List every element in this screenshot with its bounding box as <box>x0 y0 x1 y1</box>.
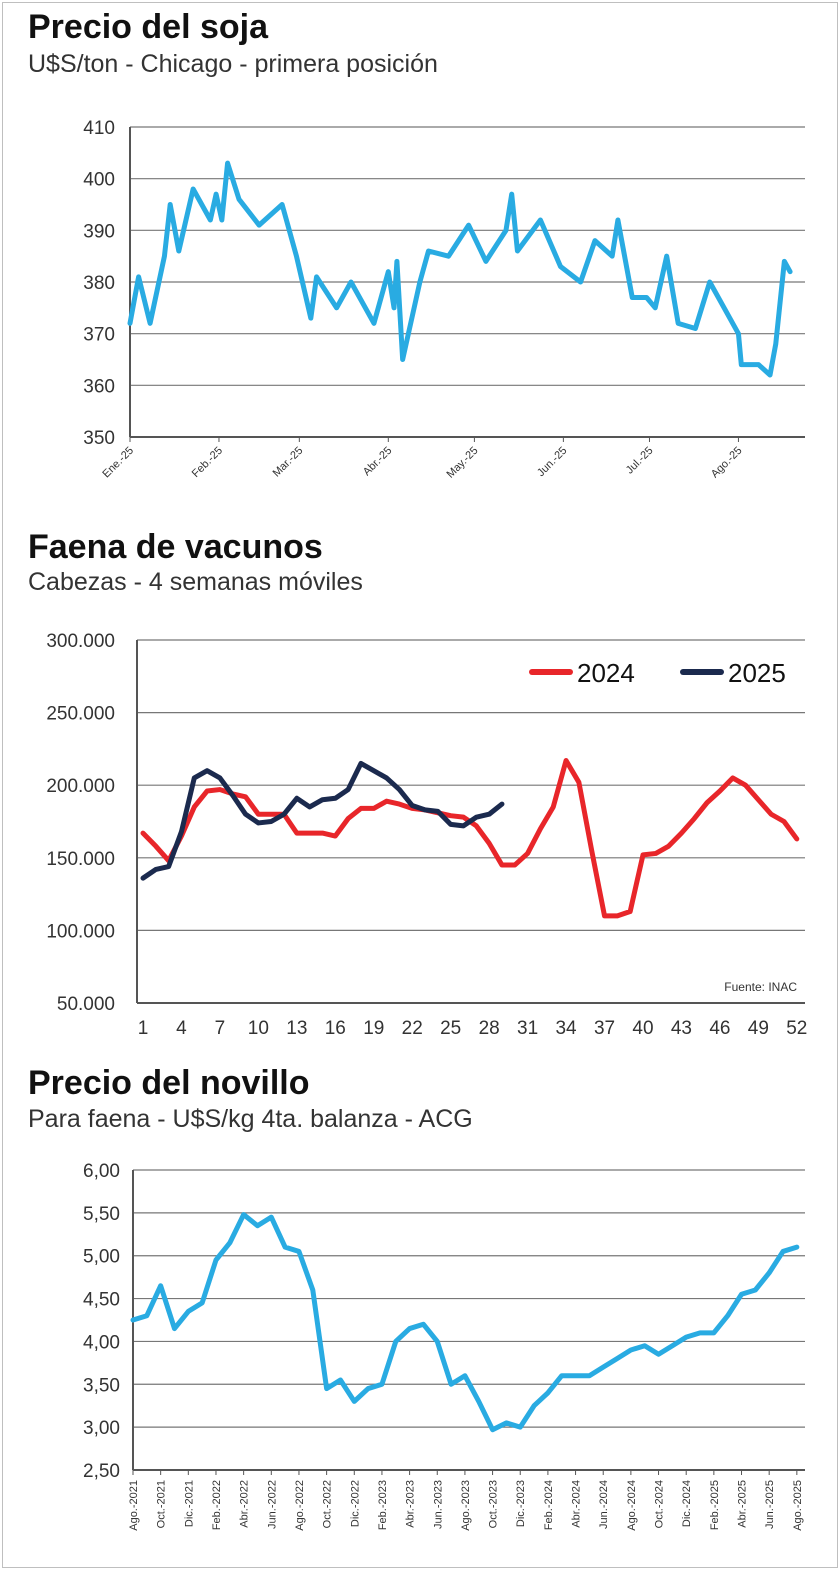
faena-x-tick-label: 10 <box>248 1018 269 1039</box>
faena-x-tick-label: 46 <box>709 1018 730 1039</box>
soja-x-tick-label: Jul.-25 <box>624 445 656 477</box>
faena-x-tick-label: 34 <box>555 1018 577 1039</box>
novillo-x-tick-label: Feb.-2024 <box>543 1480 555 1530</box>
soja-x-tick-label: Jun.-25 <box>535 445 569 479</box>
faena-x-tick-label: 40 <box>632 1018 653 1039</box>
faena-y-tick-label: 150.000 <box>46 849 115 870</box>
legend-label-2025: 2025 <box>728 658 786 688</box>
novillo-y-tick-label: 5,50 <box>83 1204 120 1225</box>
source-note: Fuente: INAC <box>724 980 797 994</box>
faena-line-2025 <box>140 760 505 881</box>
soja-subtitle: U$S/ton - Chicago - primera posición <box>28 50 438 78</box>
faena-x-tick-label: 43 <box>671 1018 692 1039</box>
faena-x-tick-label: 7 <box>215 1018 226 1039</box>
novillo-x-tick-label: Dic.-2023 <box>515 1480 527 1527</box>
novillo-price-line <box>130 1212 800 1433</box>
novillo-x-tick-label: Oct.-2024 <box>654 1480 666 1528</box>
novillo-x-tick-label: Ago.-2025 <box>792 1480 804 1531</box>
novillo-x-tick-label: Oct.-2022 <box>322 1480 334 1528</box>
novillo-x-tick-label: Abr.-2022 <box>239 1480 251 1528</box>
soja-x-tick-label: May.-25 <box>445 445 481 481</box>
novillo-y-tick-label: 6,00 <box>83 1161 120 1182</box>
faena-y-tick-label: 300.000 <box>46 631 115 652</box>
novillo-x-tick-label: Dic.-2021 <box>183 1480 195 1527</box>
novillo-x-tick-label: Jun.-2022 <box>266 1480 278 1529</box>
faena-title: Faena de vacunos <box>28 528 323 566</box>
soja-x-tick-label: Mar.-25 <box>271 445 306 480</box>
soja-y-tick-label: 350 <box>83 428 115 449</box>
soja-y-tick-label: 400 <box>83 170 115 191</box>
novillo-y-tick-label: 4,00 <box>83 1332 120 1353</box>
soja-x-tick-label: Ene.-25 <box>100 445 136 481</box>
faena-x-tick-label: 49 <box>748 1018 769 1039</box>
faena-x-tick-label: 13 <box>286 1018 307 1039</box>
novillo-title: Precio del novillo <box>28 1064 310 1102</box>
soja-x-tick-label: Ago.-25 <box>709 445 745 481</box>
novillo-x-tick-label: Ago.-2022 <box>294 1480 306 1531</box>
faena-x-tick-label: 22 <box>402 1018 423 1039</box>
novillo-x-tick-label: Dic.-2022 <box>349 1480 361 1527</box>
novillo-x-tick-label: Feb.-2023 <box>377 1480 389 1530</box>
faena-y-tick-label: 50.000 <box>57 994 115 1015</box>
novillo-x-tick-label: Oct.-2023 <box>488 1480 500 1528</box>
soja-y-tick-label: 410 <box>83 118 115 139</box>
novillo-x-tick-label: Abr.-2024 <box>571 1480 583 1528</box>
novillo-x-tick-label: Jun.-2023 <box>432 1480 444 1529</box>
novillo-x-tick-label: Ago.-2021 <box>128 1480 140 1531</box>
novillo-x-tick-label: Dic.-2024 <box>681 1480 693 1527</box>
faena-line-2024 <box>140 758 800 919</box>
faena-x-tick-label: 31 <box>517 1018 538 1039</box>
faena-x-tick-label: 28 <box>479 1018 500 1039</box>
novillo-x-tick-label: Jun.-2024 <box>598 1480 610 1529</box>
soja-title: Precio del soja <box>28 8 268 46</box>
novillo-x-tick-label: Abr.-2023 <box>405 1480 417 1528</box>
legend-label-2024: 2024 <box>577 658 635 688</box>
novillo-x-tick-label: Jun.-2025 <box>764 1480 776 1529</box>
soja-y-tick-label: 370 <box>83 325 115 346</box>
faena-x-tick-label: 4 <box>176 1018 187 1039</box>
soja-x-tick-label: Feb.-25 <box>190 445 225 480</box>
faena-x-tick-label: 52 <box>786 1018 807 1039</box>
novillo-y-tick-label: 4,50 <box>83 1290 120 1311</box>
novillo-x-tick-label: Ago.-2023 <box>460 1480 472 1531</box>
soja-price-line <box>127 160 793 378</box>
faena-y-tick-label: 100.000 <box>46 921 115 942</box>
faena-y-tick-label: 250.000 <box>46 704 115 725</box>
novillo-y-tick-label: 5,00 <box>83 1247 120 1268</box>
soja-y-tick-label: 390 <box>83 221 115 242</box>
novillo-y-tick-label: 3,00 <box>83 1418 120 1439</box>
faena-x-tick-label: 1 <box>138 1018 149 1039</box>
faena-x-tick-label: 25 <box>440 1018 461 1039</box>
faena-x-tick-label: 16 <box>325 1018 346 1039</box>
faena-y-tick-label: 200.000 <box>46 776 115 797</box>
faena-x-tick-label: 19 <box>363 1018 384 1039</box>
novillo-x-tick-label: Oct.-2021 <box>156 1480 168 1528</box>
faena-x-tick-label: 37 <box>594 1018 615 1039</box>
novillo-x-tick-label: Abr.-2025 <box>737 1480 749 1528</box>
novillo-subtitle: Para faena - U$S/kg 4ta. balanza - ACG <box>28 1105 473 1133</box>
novillo-y-tick-label: 3,50 <box>83 1375 120 1396</box>
faena-subtitle: Cabezas - 4 semanas móviles <box>28 568 363 596</box>
novillo-y-tick-label: 2,50 <box>83 1461 120 1482</box>
novillo-x-tick-label: Ago.-2024 <box>626 1480 638 1531</box>
soja-y-tick-label: 360 <box>83 376 115 397</box>
novillo-x-tick-label: Feb.-2022 <box>211 1480 223 1530</box>
soja-y-tick-label: 380 <box>83 273 115 294</box>
soja-x-tick-label: Abr.-25 <box>361 445 395 479</box>
novillo-x-tick-label: Feb.-2025 <box>709 1480 721 1530</box>
